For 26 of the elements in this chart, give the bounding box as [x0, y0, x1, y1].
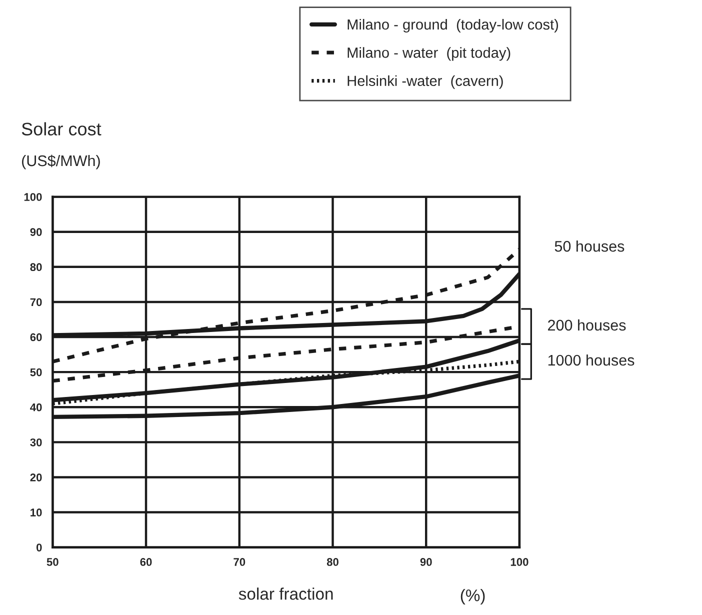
text: (%) [460, 589, 485, 605]
legend-label: Helsinki -water (cavern) [348, 75, 503, 89]
y-tick-label: 70 [30, 298, 42, 306]
y-tick-label: 10 [30, 508, 42, 516]
x-tick-label: 60 [140, 558, 152, 566]
text: 50 houses [554, 240, 624, 252]
y-axis-title: Solar cost (US$/MWh) [22, 122, 102, 170]
legend-label: Milano - water (pit today) [348, 47, 510, 61]
x-tick-label: 90 [420, 558, 432, 566]
x-axis-title: solar fraction [238, 588, 333, 600]
legend-label: Milano - ground (today-low cost) [348, 18, 558, 33]
y-tick-label: 40 [30, 403, 42, 412]
y-tick-label: 0 [36, 544, 42, 552]
x-tick-label: 50 [46, 558, 58, 566]
x-tick-label: 70 [234, 558, 246, 566]
x-tick-label: 80 [326, 558, 338, 566]
text: 1000 houses [548, 354, 634, 366]
y-tick-label: 100 [24, 193, 42, 201]
y-tick-label: 50 [30, 368, 42, 376]
y-tick-label: 30 [30, 438, 42, 446]
text: 200 houses [548, 319, 626, 331]
y-tick-label: 90 [30, 228, 42, 236]
y-tick-label: 80 [30, 263, 42, 272]
y-tick-label: 60 [30, 333, 42, 342]
y-tick-label: 20 [30, 474, 42, 482]
x-tick-label: 100 [510, 558, 528, 566]
